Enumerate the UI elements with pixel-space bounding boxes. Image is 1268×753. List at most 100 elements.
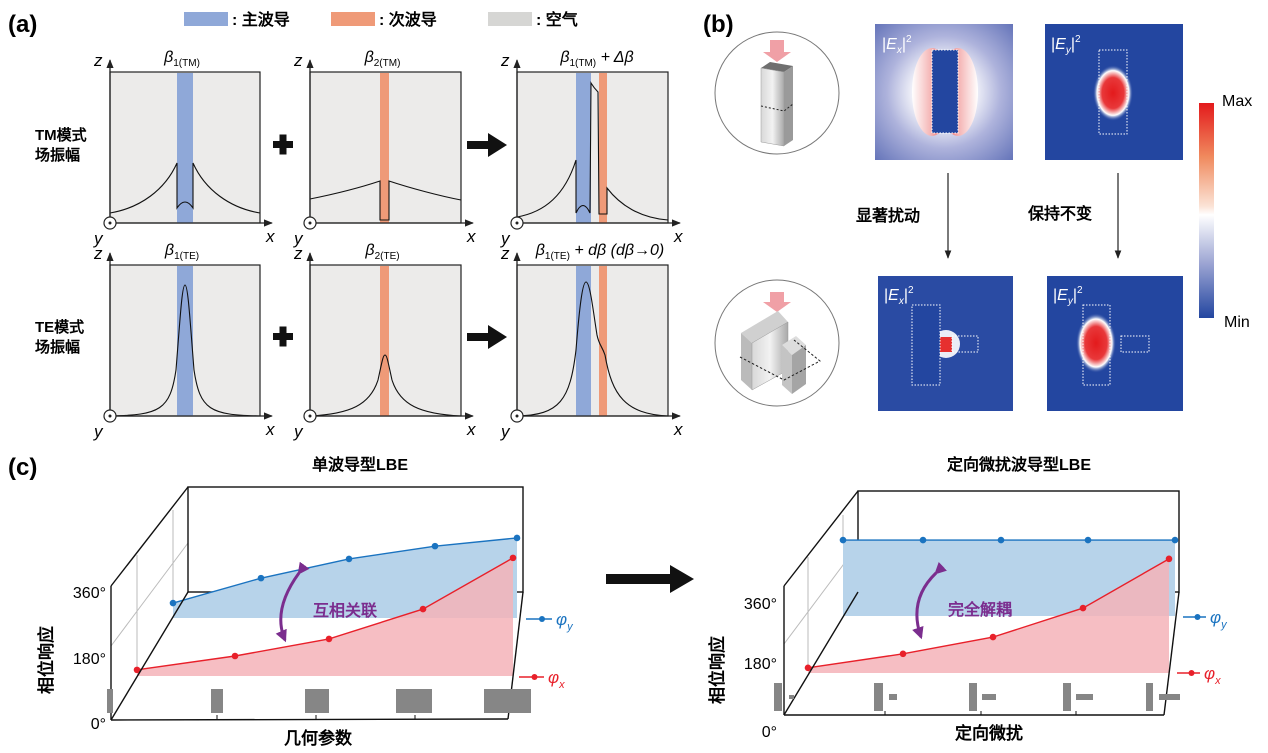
panel-b-label: (b)	[703, 11, 734, 38]
legend: : 主波导 : 次波导 : 空气	[184, 10, 578, 29]
double-arrow-icon	[275, 561, 310, 643]
legend-marker	[1194, 614, 1201, 620]
guide-line	[110, 542, 189, 647]
right-arrow-icon	[467, 325, 507, 349]
series-fill-phi-x	[808, 558, 1169, 673]
propagation-constant-label: β2(TE)	[364, 242, 399, 262]
secondary-waveguide-band	[380, 73, 389, 223]
data-point-phi-x	[804, 664, 812, 672]
legend-label-phi-y: φy	[1210, 608, 1228, 631]
tm-mode-plot: z x y β2(TM)	[293, 49, 476, 248]
y-tick-label: 180°	[73, 651, 106, 668]
z-axis-label: z	[93, 244, 103, 263]
propagation-constant-label: β1(TE)	[164, 242, 199, 262]
annotation-label: 完全解耦	[948, 600, 1012, 619]
right-arrow-icon	[467, 133, 507, 157]
legend-swatch-secondary-waveguide	[331, 12, 375, 26]
data-point-phi-y	[919, 536, 927, 544]
main-waveguide-band	[177, 73, 193, 223]
plus-icon	[273, 326, 293, 347]
waveguide-cross-section	[1146, 683, 1153, 711]
data-point-phi-x	[989, 633, 997, 641]
legend-marker	[1188, 670, 1195, 676]
y-tick-label: 0°	[91, 716, 106, 733]
y-tick-label: 360°	[744, 596, 777, 613]
z-axis-label: z	[93, 51, 103, 70]
data-point-phi-x	[509, 554, 517, 562]
panel-c-label: (c)	[8, 454, 37, 481]
data-point-phi-y	[257, 574, 265, 582]
x-axis-label: x	[466, 227, 476, 246]
waveguide-cross-section	[969, 683, 977, 711]
propagation-constant-label: β1(TM) + Δβ	[559, 49, 633, 69]
tm-row-label-2: 场振幅	[35, 146, 80, 164]
colorbar-max-label: Max	[1222, 93, 1252, 110]
main-waveguide-band	[177, 266, 193, 416]
data-point-phi-y	[513, 534, 521, 542]
frame-edge	[783, 490, 859, 587]
waveguide-cross-section	[1159, 694, 1180, 700]
right-arrow-icon	[606, 565, 694, 593]
te-mode-plot: z x y β2(TE)	[293, 242, 476, 441]
single-waveguide-illustration	[714, 31, 840, 155]
air-region	[516, 71, 669, 224]
te-mode-plot: z x y β1(TE)	[93, 242, 275, 441]
incident-arrow-icon	[763, 40, 791, 62]
y-axis-label: 相位响应	[707, 636, 727, 704]
series-fill-phi-x	[137, 557, 513, 676]
data-point-phi-x	[325, 635, 333, 643]
data-point-phi-y	[1084, 536, 1092, 544]
te-mode-plot: z x y β1(TE) + dβ (dβ→0)	[500, 242, 683, 441]
y-axis-label: y	[293, 422, 304, 441]
data-point-phi-x	[231, 652, 239, 660]
x-axis-label: 几何参数	[284, 728, 353, 748]
data-point-phi-x	[1079, 604, 1087, 612]
series-fill-phi-y	[173, 537, 517, 618]
main-waveguide-band	[576, 266, 591, 416]
y-axis-label: 相位响应	[36, 626, 56, 694]
legend-marker	[539, 616, 545, 622]
y-tick-label: 360°	[73, 585, 106, 602]
main-waveguide-band	[576, 73, 591, 223]
field-map-ex-before: |Ex|2	[875, 24, 1013, 160]
secondary-waveguide-band	[599, 73, 607, 223]
legend-label-air: : 空气	[536, 10, 578, 29]
y-tick-label: 180°	[744, 656, 777, 673]
waveguide-cross-section	[211, 689, 223, 713]
waveguide-cross-section	[889, 694, 897, 700]
te-row-label: TE模式	[35, 318, 84, 336]
waveguide-cross-section	[396, 689, 432, 713]
legend-label-secondary-waveguide: : 次波导	[379, 10, 437, 29]
frame-edge	[110, 486, 189, 587]
field-amplitude-curve	[516, 281, 669, 417]
colorbar-min-label: Min	[1224, 314, 1250, 331]
data-point-phi-x	[1165, 555, 1173, 563]
waveguide-cross-section	[305, 689, 329, 713]
x-axis-label: x	[673, 420, 683, 439]
y-axis-label: y	[93, 422, 104, 441]
legend-swatch-main-waveguide	[184, 12, 228, 26]
chart-title: 单波导型LBE	[312, 455, 408, 474]
waveguide-cross-section	[107, 689, 113, 713]
field-amplitude-curve	[109, 162, 261, 214]
waveguide-cross-section	[982, 694, 996, 700]
field-amplitude-curve	[516, 81, 669, 221]
y-axis-label: y	[293, 229, 304, 248]
incident-arrow-icon	[763, 292, 791, 312]
y-tick-label: 0°	[762, 724, 777, 741]
transition-label-unchanged: 保持不变	[1027, 204, 1092, 223]
field-label: |Ex|2	[882, 34, 912, 56]
data-point-phi-y	[345, 555, 353, 563]
data-point-phi-x	[419, 605, 427, 613]
x-axis-label: x	[673, 227, 683, 246]
panel-a-label: (a)	[8, 11, 37, 38]
field-amplitude-curve	[309, 180, 462, 221]
tm-mode-plot: z x y β1(TM) + Δβ	[500, 49, 683, 248]
legend-marker	[531, 674, 538, 680]
data-point-phi-y	[997, 536, 1005, 544]
x-axis-label: x	[265, 227, 275, 246]
waveguide-cross-section	[789, 695, 794, 699]
x-axis	[110, 718, 509, 721]
